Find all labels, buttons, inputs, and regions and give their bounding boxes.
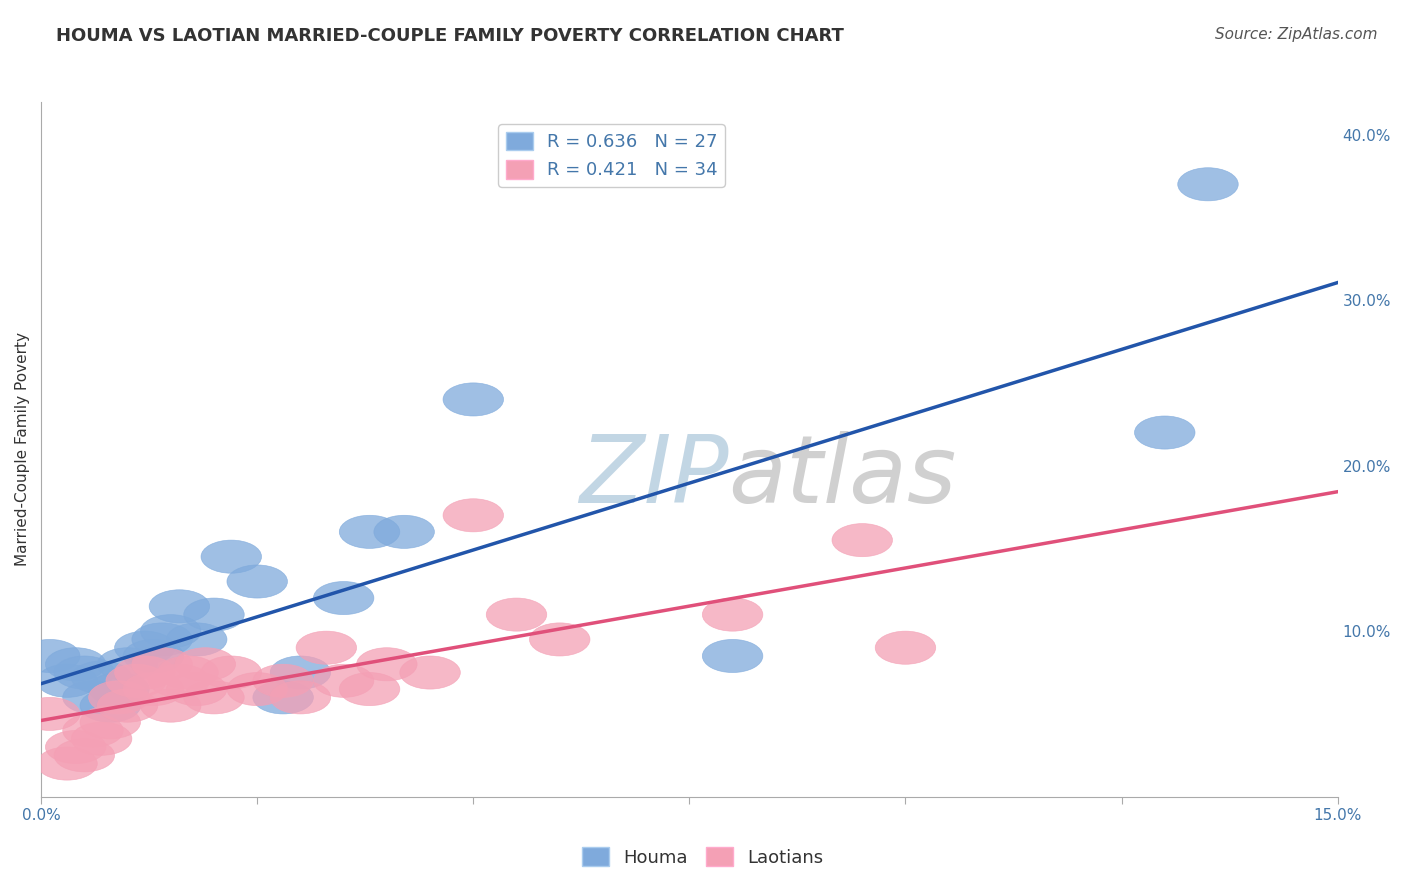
Ellipse shape	[37, 665, 97, 698]
Ellipse shape	[703, 640, 763, 673]
Legend: Houma, Laotians: Houma, Laotians	[575, 840, 831, 874]
Ellipse shape	[89, 681, 149, 714]
Ellipse shape	[72, 723, 132, 756]
Ellipse shape	[124, 640, 184, 673]
Ellipse shape	[53, 656, 114, 690]
Ellipse shape	[226, 565, 287, 598]
Legend: R = 0.636   N = 27, R = 0.421   N = 34: R = 0.636 N = 27, R = 0.421 N = 34	[498, 125, 725, 186]
Ellipse shape	[97, 690, 157, 723]
Ellipse shape	[201, 656, 262, 690]
Ellipse shape	[141, 690, 201, 723]
Ellipse shape	[297, 632, 357, 665]
Ellipse shape	[201, 541, 262, 574]
Ellipse shape	[1178, 168, 1239, 201]
Ellipse shape	[80, 690, 141, 723]
Ellipse shape	[270, 681, 330, 714]
Ellipse shape	[114, 632, 176, 665]
Ellipse shape	[184, 598, 245, 632]
Ellipse shape	[157, 656, 218, 690]
Ellipse shape	[20, 698, 80, 731]
Ellipse shape	[176, 648, 236, 681]
Ellipse shape	[80, 706, 141, 739]
Ellipse shape	[53, 739, 114, 772]
Text: atlas: atlas	[728, 432, 956, 523]
Ellipse shape	[339, 516, 399, 549]
Ellipse shape	[530, 623, 591, 656]
Ellipse shape	[105, 665, 166, 698]
Ellipse shape	[832, 524, 893, 557]
Ellipse shape	[132, 648, 193, 681]
Text: HOUMA VS LAOTIAN MARRIED-COUPLE FAMILY POVERTY CORRELATION CHART: HOUMA VS LAOTIAN MARRIED-COUPLE FAMILY P…	[56, 27, 844, 45]
Ellipse shape	[253, 665, 314, 698]
Ellipse shape	[89, 673, 149, 706]
Ellipse shape	[270, 656, 330, 690]
Ellipse shape	[149, 665, 209, 698]
Ellipse shape	[114, 656, 176, 690]
Ellipse shape	[339, 673, 399, 706]
Y-axis label: Married-Couple Family Poverty: Married-Couple Family Poverty	[15, 332, 30, 566]
Ellipse shape	[357, 648, 418, 681]
Ellipse shape	[97, 648, 157, 681]
Ellipse shape	[314, 582, 374, 615]
Ellipse shape	[486, 598, 547, 632]
Ellipse shape	[184, 681, 245, 714]
Ellipse shape	[226, 673, 287, 706]
Ellipse shape	[443, 383, 503, 416]
Text: Source: ZipAtlas.com: Source: ZipAtlas.com	[1215, 27, 1378, 42]
Ellipse shape	[141, 615, 201, 648]
Ellipse shape	[72, 661, 132, 694]
Ellipse shape	[374, 516, 434, 549]
Ellipse shape	[149, 590, 209, 623]
Ellipse shape	[399, 656, 460, 690]
Ellipse shape	[703, 598, 763, 632]
Text: ZIP: ZIP	[579, 432, 728, 523]
Ellipse shape	[166, 673, 226, 706]
Ellipse shape	[63, 681, 124, 714]
Ellipse shape	[124, 673, 184, 706]
Ellipse shape	[314, 665, 374, 698]
Ellipse shape	[45, 731, 105, 764]
Ellipse shape	[20, 640, 80, 673]
Ellipse shape	[1135, 416, 1195, 449]
Ellipse shape	[132, 623, 193, 656]
Ellipse shape	[45, 648, 105, 681]
Ellipse shape	[875, 632, 936, 665]
Ellipse shape	[253, 681, 314, 714]
Ellipse shape	[37, 747, 97, 780]
Ellipse shape	[166, 623, 226, 656]
Ellipse shape	[63, 714, 124, 747]
Ellipse shape	[443, 499, 503, 532]
